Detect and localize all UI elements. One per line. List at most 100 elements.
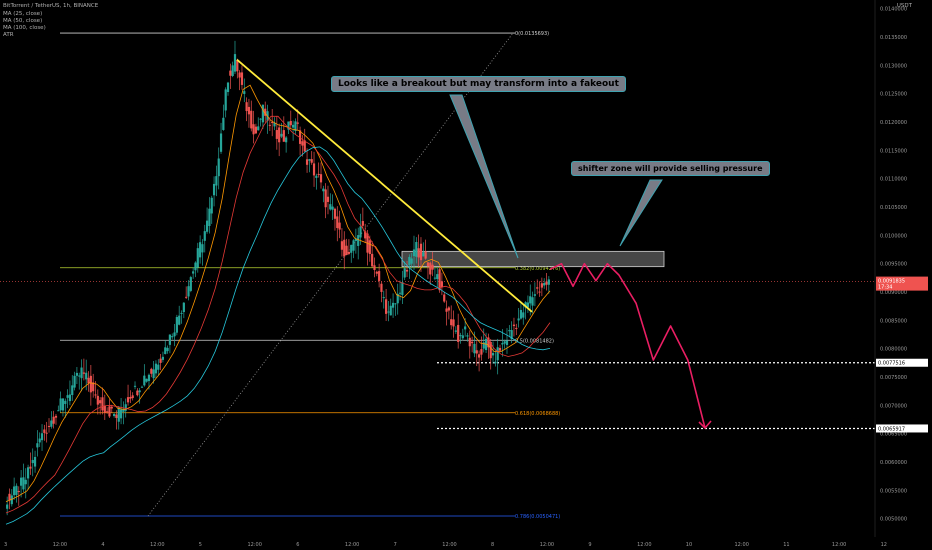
y-tick-label: 0.0085000 — [880, 318, 907, 324]
shifter-callout[interactable]: shifter zone will provide selling pressu… — [571, 161, 770, 176]
candle-body — [412, 249, 416, 257]
y-tick-label: 0.0065000 — [880, 432, 907, 438]
candle-body — [287, 121, 290, 130]
candle-body — [210, 197, 213, 214]
candle-body — [275, 130, 278, 139]
candle-body — [496, 347, 499, 361]
candle-body — [426, 262, 430, 267]
chart-title: BitTorrent / TetherUS, 1h, BINANCE — [3, 3, 99, 9]
candle-body — [394, 303, 397, 305]
candle-body — [136, 390, 139, 396]
candle-body — [419, 243, 423, 261]
candle-body — [180, 312, 183, 314]
candle-body — [515, 327, 518, 329]
candle-body — [357, 235, 360, 246]
candle-body — [68, 394, 72, 402]
candle-body — [66, 395, 69, 398]
candle-body — [517, 318, 520, 321]
candle-body — [38, 438, 41, 443]
price-level-label: 0.0077516 — [878, 361, 905, 367]
x-tick-label: 12:00 — [735, 542, 749, 548]
candle-body — [468, 337, 471, 347]
x-tick-label: 12:00 — [832, 542, 846, 548]
indicator-ma100[interactable]: MA (100, close) — [3, 25, 46, 31]
candle-body — [222, 117, 225, 130]
candle-body — [252, 124, 255, 135]
candle-body — [547, 279, 550, 285]
candle-body — [96, 395, 99, 405]
y-tick-label: 0.0080000 — [880, 347, 907, 353]
candle-body — [152, 369, 155, 379]
y-tick-label: 0.0115000 — [880, 148, 907, 154]
candle-body — [250, 110, 253, 129]
indicator-atr[interactable]: ATR — [3, 32, 14, 38]
fib-level-label: 0.382(0.0094276) — [515, 266, 560, 272]
candle-body — [310, 159, 313, 163]
candle-body — [212, 183, 216, 196]
x-tick-label: 12:00 — [442, 542, 456, 548]
candle-body — [429, 262, 432, 275]
candle-body — [433, 277, 437, 279]
candle-body — [454, 330, 457, 332]
candle-body — [498, 347, 502, 351]
candle-body — [417, 248, 420, 258]
candle-body — [47, 425, 51, 427]
candle-body — [431, 264, 434, 270]
ma100-line — [5, 146, 551, 525]
candle-body — [545, 281, 548, 285]
candle-body — [317, 173, 320, 175]
candle-body — [140, 386, 144, 388]
candle-body — [415, 242, 418, 257]
candle-body — [110, 406, 113, 409]
y-tick-label: 0.0055000 — [880, 488, 907, 494]
breakout-callout[interactable]: Looks like a breakout but may transform … — [331, 76, 626, 92]
candle-body — [387, 311, 390, 313]
candle-body — [126, 397, 130, 403]
candle-body — [175, 317, 178, 333]
candle-body — [401, 282, 404, 295]
candle-body — [124, 404, 127, 411]
candle-body — [82, 372, 85, 374]
candle-body — [459, 335, 462, 337]
y-tick-label: 0.0060000 — [880, 460, 907, 466]
candle-body — [36, 443, 39, 448]
x-tick-label: 12:00 — [540, 542, 554, 548]
price-level-tag — [876, 424, 928, 433]
candle-body — [343, 239, 346, 257]
x-tick-label: 7 — [394, 542, 397, 548]
y-tick-label: 0.0070000 — [880, 403, 907, 409]
candle-body — [245, 102, 248, 112]
candle-body — [59, 398, 62, 411]
candle-body — [61, 398, 65, 411]
candle-body — [529, 296, 532, 304]
candle-body — [159, 358, 162, 363]
price-level-label: 0.0065917 — [878, 426, 905, 432]
indicator-ma50[interactable]: MA (50, close) — [3, 18, 43, 24]
candle-body — [145, 378, 148, 382]
currency-label: USDT — [896, 3, 912, 9]
candle-body — [138, 390, 141, 393]
y-tick-label: 0.0125000 — [880, 92, 907, 98]
candle-body — [117, 407, 120, 422]
x-tick-label: 8 — [491, 542, 494, 548]
candle-body — [354, 238, 357, 241]
candle-body — [157, 364, 160, 370]
fib-level-label: 0.786(0.0050471) — [515, 514, 560, 520]
candle-body — [92, 382, 95, 392]
x-tick-label: 12:00 — [248, 542, 262, 548]
candle-body — [512, 324, 516, 327]
candle-body — [75, 372, 79, 376]
candle-body — [43, 429, 46, 433]
indicator-ma25[interactable]: MA (25, close) — [3, 11, 43, 17]
candle-body — [410, 258, 413, 264]
candle-body — [29, 466, 32, 469]
y-tick-label: 0.0110000 — [880, 177, 907, 183]
candle-body — [364, 231, 367, 239]
fib-trend-line — [147, 32, 514, 517]
candle-body — [522, 312, 525, 318]
x-tick-label: 12:00 — [53, 542, 67, 548]
candle-body — [219, 133, 223, 152]
x-tick-label: 5 — [199, 542, 202, 548]
candle-body — [282, 130, 285, 142]
